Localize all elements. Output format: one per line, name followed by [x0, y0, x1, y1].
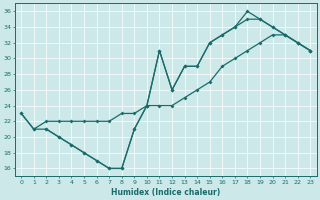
- X-axis label: Humidex (Indice chaleur): Humidex (Indice chaleur): [111, 188, 220, 197]
